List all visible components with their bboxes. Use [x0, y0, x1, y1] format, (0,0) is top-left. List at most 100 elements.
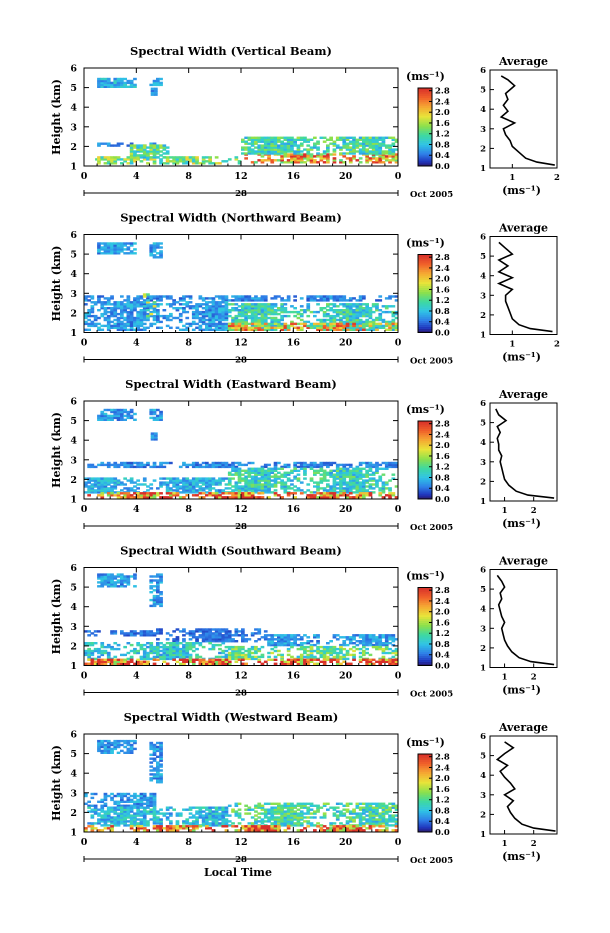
- heatmap-cell: [87, 485, 91, 487]
- y-axis-label: Height (km): [50, 412, 63, 488]
- heatmap-cell: [320, 487, 324, 489]
- heatmap-cell: [378, 295, 382, 297]
- colorbar-segment: [418, 94, 432, 96]
- x-tick-label: 8: [185, 171, 192, 182]
- heatmap-cell: [382, 656, 386, 658]
- y-tick-label: 3: [70, 122, 77, 133]
- heatmap-cell: [320, 477, 324, 479]
- heatmap-cell: [306, 646, 310, 648]
- colorbar-tick-label: 2.8: [435, 420, 450, 430]
- heatmap-cell: [257, 492, 261, 494]
- x-tick-label: 0: [81, 504, 88, 515]
- heatmap-cell: [100, 301, 104, 303]
- heatmap-cell: [163, 309, 167, 311]
- colorbar-segment: [418, 648, 432, 650]
- heatmap-cell: [385, 494, 389, 496]
- heatmap-cell: [221, 323, 225, 325]
- heatmap-cell: [359, 462, 363, 464]
- heatmap-cell: [84, 321, 88, 323]
- heatmap-cell: [225, 483, 229, 485]
- heatmap-cell: [316, 464, 320, 466]
- heatmap-cell: [130, 487, 134, 489]
- heatmap-cell: [97, 415, 101, 417]
- heatmap-cell: [316, 146, 320, 148]
- heatmap-cell: [205, 661, 209, 663]
- heatmap-cell: [113, 648, 117, 650]
- heatmap-cell: [290, 311, 294, 313]
- heatmap-cell: [359, 640, 363, 642]
- average-frame: [490, 570, 557, 668]
- heatmap-cell: [199, 477, 203, 479]
- heatmap-cell: [133, 648, 137, 650]
- heatmap-cell: [117, 573, 121, 575]
- heatmap-cell: [392, 474, 396, 476]
- heatmap-cell: [313, 659, 317, 661]
- heatmap-cell: [199, 311, 203, 313]
- panel-2: Spectral Width (Northward Beam)123456Hei…: [50, 211, 560, 367]
- heatmap-cell: [313, 311, 317, 313]
- heatmap-cell: [254, 646, 258, 648]
- heatmap-cell: [254, 323, 258, 325]
- heatmap-cell: [310, 323, 314, 325]
- heatmap-cell: [293, 468, 297, 470]
- heatmap-cell: [261, 654, 265, 656]
- heatmap-cell: [91, 477, 95, 479]
- heatmap-cell: [185, 156, 189, 158]
- heatmap-cell: [215, 659, 219, 661]
- heatmap-cell: [182, 477, 186, 479]
- heatmap-cell: [323, 155, 327, 157]
- heatmap-cell: [375, 468, 379, 470]
- heatmap-cell: [140, 661, 144, 663]
- heatmap-cell: [356, 150, 360, 152]
- heatmap-cell: [195, 489, 199, 491]
- heatmap-cell: [375, 137, 379, 139]
- heatmap-cell: [156, 638, 160, 640]
- heatmap-cell: [365, 489, 369, 491]
- heatmap-cell: [238, 305, 242, 307]
- heatmap-cell: [369, 157, 373, 159]
- heatmap-cell: [113, 462, 117, 464]
- heatmap-cell: [231, 462, 235, 464]
- heatmap-cell: [156, 595, 160, 597]
- heatmap-cell: [244, 303, 248, 305]
- heatmap-cell: [342, 654, 346, 656]
- heatmap-cell: [153, 323, 157, 325]
- heatmap-cell: [244, 323, 248, 325]
- heatmap-cell: [359, 319, 363, 321]
- heatmap-cell: [149, 605, 153, 607]
- heatmap-cell: [195, 648, 199, 650]
- heatmap-cell: [146, 150, 150, 152]
- heatmap-cell: [140, 309, 144, 311]
- heatmap-cell: [205, 323, 209, 325]
- heatmap-cell: [212, 301, 216, 303]
- heatmap-cell: [120, 573, 124, 575]
- heatmap-cell: [146, 630, 150, 632]
- heatmap-cell: [179, 466, 183, 468]
- heatmap-cell: [166, 315, 170, 317]
- colorbar-segment: [418, 92, 432, 94]
- heatmap-cell: [297, 477, 301, 479]
- heatmap-cell: [166, 156, 170, 158]
- heatmap-cell: [127, 411, 131, 413]
- heatmap-cell: [362, 137, 366, 139]
- colorbar-segment: [418, 113, 432, 115]
- heatmap-cell: [356, 494, 360, 496]
- heatmap-cell: [349, 636, 353, 638]
- heatmap-cell: [284, 137, 288, 139]
- heatmap-cell: [329, 323, 333, 325]
- colorbar-segment: [418, 431, 432, 433]
- heatmap-cell: [385, 155, 389, 157]
- heatmap-cell: [205, 160, 209, 162]
- heatmap-cell: [136, 301, 140, 303]
- colorbar-segment: [418, 625, 432, 627]
- heatmap-cell: [375, 636, 379, 638]
- heatmap-cell: [303, 477, 307, 479]
- heatmap-cell: [231, 474, 235, 476]
- heatmap-cells: [84, 740, 398, 832]
- heatmap-cell: [248, 648, 252, 650]
- heatmap-cell: [356, 644, 360, 646]
- heatmap-cell: [336, 468, 340, 470]
- heatmap-cell: [352, 642, 356, 644]
- heatmap-cell: [117, 409, 121, 411]
- heatmap-cell: [359, 648, 363, 650]
